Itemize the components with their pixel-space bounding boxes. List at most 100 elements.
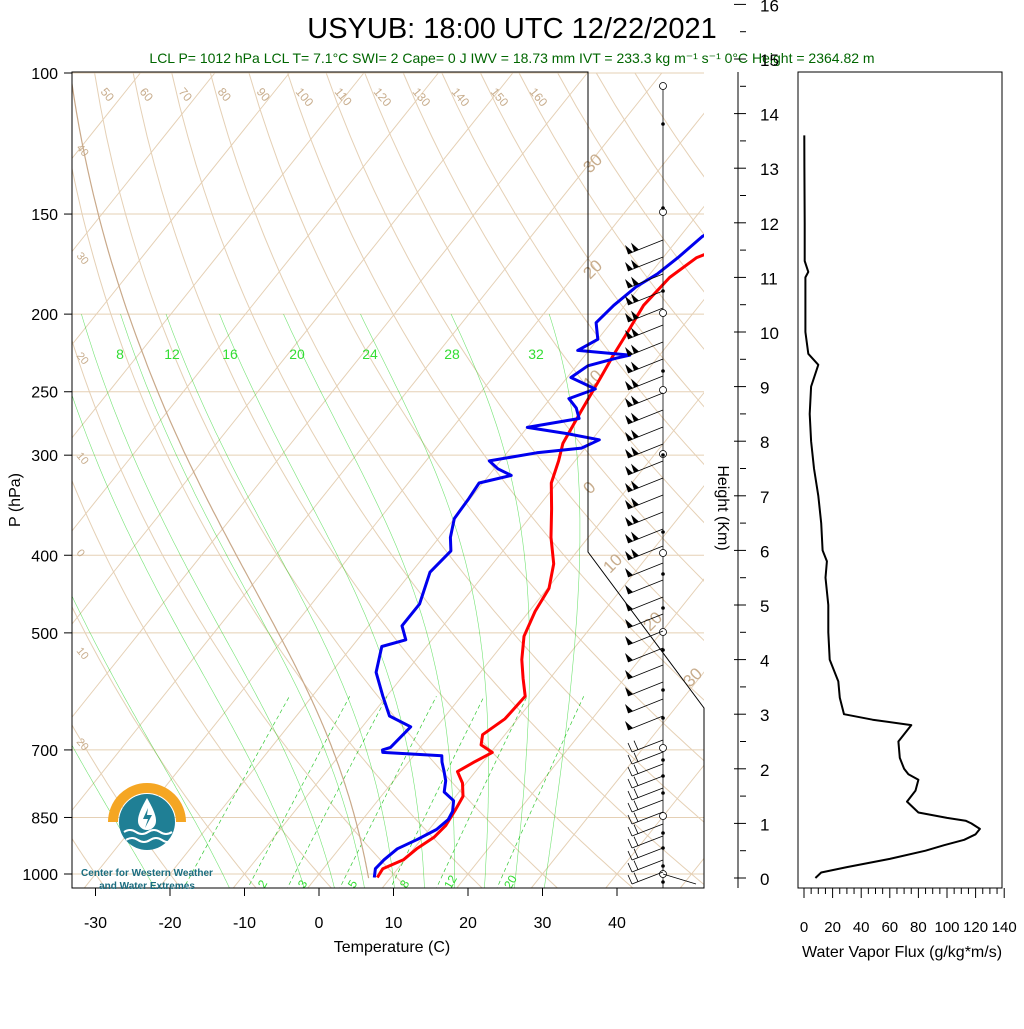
dry-adiabat — [133, 73, 636, 891]
wind-barb-feather — [628, 779, 632, 788]
height-tick-label: 8 — [760, 433, 769, 452]
moist-adiabat — [166, 314, 395, 891]
flux-tick-label: 80 — [910, 919, 927, 936]
pressure-tick-label: 150 — [31, 207, 58, 224]
isotherm-label: 40 — [74, 142, 91, 159]
wind-barb-feather — [628, 863, 632, 872]
flux-axis-label: Water Vapor Flux (g/kg*m/s) — [802, 944, 1002, 961]
flux-tick-label: 60 — [881, 919, 898, 936]
dry-adiabat — [249, 73, 863, 891]
dry-adiabat — [635, 73, 1024, 891]
wind-barb-feather — [634, 741, 638, 750]
dry-adiabat — [95, 73, 561, 891]
isotherm-line — [0, 73, 215, 891]
wind-barb-feather — [628, 815, 632, 824]
wind-barb-surface — [663, 874, 696, 884]
flux-tick-label: 40 — [853, 919, 870, 936]
height-tick-label: 9 — [760, 379, 769, 398]
wind-barb — [628, 699, 663, 713]
flux-profile-line — [804, 135, 980, 878]
temperature-axis-label: Temperature (C) — [334, 939, 450, 956]
moist-adiabat — [284, 314, 455, 891]
temperature-tick-label: 30 — [534, 915, 552, 932]
mixing-ratio-line — [338, 696, 436, 891]
pressure-tick-label: 400 — [31, 548, 58, 565]
dry-adiabat — [442, 73, 1024, 891]
pressure-tick-label: 700 — [31, 743, 58, 760]
pressure-tick-label: 100 — [31, 66, 58, 83]
moist-adiabat — [361, 314, 489, 891]
barb-level-dot — [661, 791, 665, 795]
dry-adiabat-label: 160 — [527, 85, 551, 110]
temperature-tick-label: 40 — [608, 915, 626, 932]
barb-level-dot — [661, 530, 665, 534]
wind-barb-feather — [634, 765, 638, 774]
isotherm-line — [0, 73, 587, 891]
pressure-tick-label: 500 — [31, 626, 58, 643]
wind-barb-feather — [634, 801, 638, 810]
isotherm-line — [0, 73, 438, 891]
parcel-trace — [71, 80, 368, 878]
barb-calm-marker — [660, 745, 667, 752]
dry-adiabat — [210, 73, 787, 891]
isotherm-label: 0 — [74, 547, 87, 559]
skewt-background-lines — [0, 73, 1024, 891]
barb-level-dot — [661, 206, 665, 210]
flux-tick-label: 100 — [934, 919, 959, 936]
mixing-ratio-line — [496, 696, 584, 891]
isotherm-label-large: 0 — [579, 478, 599, 498]
temperature-tick-label: -10 — [233, 915, 256, 932]
isotherm-label: 20 — [74, 736, 91, 753]
dry-adiabat — [403, 73, 1024, 891]
barb-level-dot — [661, 688, 665, 692]
flux-tick-label: 20 — [824, 919, 841, 936]
isotherm-label-large: 30 — [679, 664, 706, 691]
chart-title: USYUB: 18:00 UTC 12/22/2021 — [307, 13, 716, 45]
height-tick-label: 5 — [760, 597, 769, 616]
logo-mark — [113, 788, 181, 850]
height-tick-label: 7 — [760, 488, 769, 507]
wind-barb-feather — [628, 767, 632, 776]
barb-calm-marker — [660, 387, 667, 394]
flux-tick-label: 0 — [800, 919, 808, 936]
pressure-tick-label: 850 — [31, 810, 58, 827]
skewt-frame — [72, 72, 704, 888]
mixing-ratio-label: 16 — [222, 346, 238, 362]
temperature-tick-label: -30 — [84, 915, 107, 932]
logo-text-line1: Center for Western Weather — [81, 868, 213, 879]
dry-adiabat — [326, 73, 1014, 891]
moist-adiabat — [451, 314, 530, 891]
dry-adiabat-label: 120 — [371, 85, 395, 110]
height-axis-label: Height (Km) — [714, 465, 731, 550]
barb-level-dot — [661, 758, 665, 762]
dry-adiabat — [481, 73, 1024, 891]
height-tick-label: 4 — [760, 652, 769, 671]
isotherm-line — [0, 73, 364, 891]
height-tick-label: 1 — [760, 815, 769, 834]
dry-adiabat-label: 150 — [488, 85, 512, 110]
mixing-ratio-line — [182, 696, 289, 891]
dry-adiabat-label: 50 — [98, 85, 118, 104]
wind-barb — [628, 580, 663, 594]
wind-barb-feather — [628, 803, 632, 812]
isotherm-label: 10 — [74, 645, 91, 662]
wind-barb-feather — [634, 837, 638, 846]
isotherm-line — [0, 73, 513, 891]
isotherm-line — [752, 73, 1024, 891]
height-tick-label: 12 — [760, 215, 779, 234]
dry-adiabat-label: 140 — [449, 85, 473, 110]
height-tick-label: 2 — [760, 761, 769, 780]
mixing-ratio-label: 32 — [528, 346, 544, 362]
pressure-tick-label: 200 — [31, 307, 58, 324]
wind-barb-feather — [628, 839, 632, 848]
wind-barb-feather — [634, 777, 638, 786]
isotherm-line — [529, 73, 1024, 891]
pressure-tick-label: 1000 — [22, 867, 58, 884]
flux-panel-frame — [798, 72, 1002, 888]
flux-tick-label: 120 — [963, 919, 988, 936]
dry-adiabat — [172, 73, 712, 891]
pressure-tick-label: 300 — [31, 448, 58, 465]
